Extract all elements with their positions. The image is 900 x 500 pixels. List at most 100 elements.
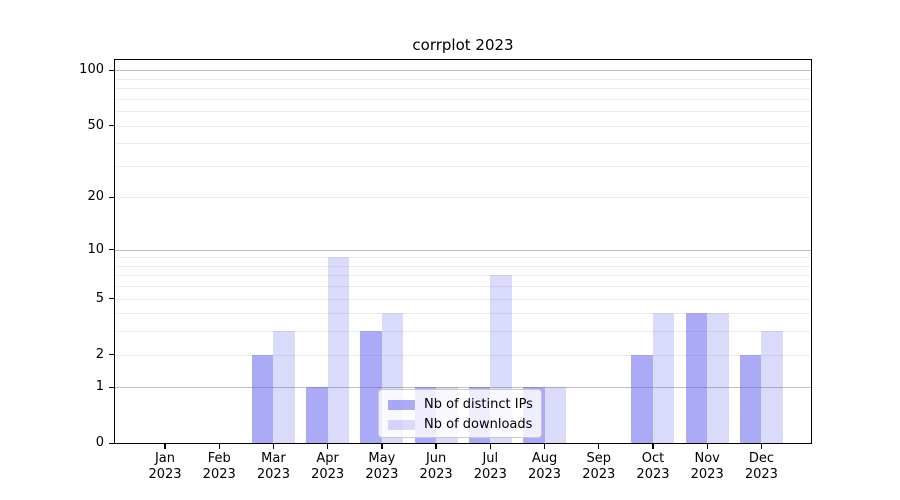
legend-label-distinct-ips: Nb of distinct IPs <box>424 397 533 412</box>
gridline-minor <box>114 78 812 80</box>
gridline-minor <box>114 88 812 90</box>
gridline-minor <box>114 98 812 100</box>
y-tick-mark <box>109 442 114 444</box>
x-tick-year: 2023 <box>690 466 724 482</box>
y-tick-mark <box>109 353 114 356</box>
y-tick-label: 50 <box>87 117 104 133</box>
x-tick-label: Nov 2023 <box>677 451 737 482</box>
x-tick-year: 2023 <box>527 466 562 482</box>
gridline-major <box>114 249 812 251</box>
y-tick-mark <box>109 125 114 127</box>
bar-downloads-oct <box>652 313 675 444</box>
gridline-minor <box>114 275 812 277</box>
x-tick-year: 2023 <box>365 466 399 482</box>
y-tick-label: 5 <box>95 290 104 306</box>
gridline-labeled <box>114 125 812 127</box>
bar-downloads-mar <box>273 331 295 444</box>
legend-entry-distinct-ips: Nb of distinct IPs <box>388 395 541 415</box>
bar-distinct-ips-mar <box>251 354 274 444</box>
x-tick-label: Jan 2023 <box>135 451 195 482</box>
x-tick-mark <box>543 443 546 449</box>
bar-distinct-ips-dec <box>739 354 762 444</box>
x-tick-year: 2023 <box>744 466 778 482</box>
chart-title: corrplot 2023 <box>412 36 514 54</box>
x-tick-mark <box>272 443 275 449</box>
x-tick-label: Sep 2023 <box>569 451 629 482</box>
gridline-minor <box>114 286 812 288</box>
y-tick-mark <box>109 196 114 198</box>
y-tick-mark <box>109 297 114 300</box>
x-tick-mark <box>381 443 383 449</box>
gridline-minor <box>114 331 812 333</box>
bar-downloads-dec <box>761 331 783 444</box>
gridline-minor <box>114 111 812 113</box>
x-tick-label: Oct 2023 <box>623 451 683 482</box>
x-tick-mark <box>760 443 763 449</box>
x-tick-year: 2023 <box>148 466 182 482</box>
x-tick-label: Jul 2023 <box>460 451 520 482</box>
y-tick-label: 20 <box>87 189 104 205</box>
bar-downloads-apr <box>327 257 350 444</box>
x-tick-year: 2023 <box>202 466 236 482</box>
x-tick-month: May <box>368 451 396 466</box>
x-tick-month: Nov <box>694 451 720 466</box>
gridline-minor <box>114 257 812 259</box>
x-tick-mark <box>435 443 437 449</box>
gridline-minor <box>114 165 812 167</box>
gridline-labeled <box>114 298 812 300</box>
x-tick-label: Feb 2023 <box>189 451 249 482</box>
x-tick-mark <box>164 443 166 449</box>
x-tick-mark <box>598 443 600 449</box>
x-tick-mark <box>327 443 329 449</box>
x-tick-year: 2023 <box>473 466 507 482</box>
gridline-labeled <box>114 197 812 199</box>
x-tick-label: Dec 2023 <box>731 451 791 482</box>
x-tick-mark <box>706 443 708 449</box>
x-tick-month: Feb <box>207 451 231 466</box>
y-tick-label: 2 <box>95 346 104 362</box>
y-tick-mark <box>109 248 114 251</box>
legend-label-downloads: Nb of downloads <box>424 417 533 432</box>
gridline-labeled <box>114 354 812 356</box>
plot-area <box>114 59 812 444</box>
y-tick-label: 10 <box>87 241 104 257</box>
x-tick-month: Jun <box>425 451 447 466</box>
bar-distinct-ips-nov <box>685 313 708 444</box>
y-tick-label: 1 <box>95 379 104 395</box>
x-tick-label: Aug 2023 <box>515 451 575 482</box>
x-tick-month: Sep <box>586 451 611 466</box>
bar-distinct-ips-may <box>360 331 382 444</box>
bar-distinct-ips-oct <box>631 354 653 444</box>
bar-downloads-nov <box>707 313 729 444</box>
legend-entry-downloads: Nb of downloads <box>388 415 541 435</box>
gridline-minor <box>114 265 812 267</box>
x-tick-label: May 2023 <box>352 451 412 482</box>
y-tick-mark <box>109 69 114 72</box>
bar-distinct-ips-apr <box>306 387 328 444</box>
y-tick-label: 100 <box>79 62 104 78</box>
x-tick-mark <box>218 443 220 449</box>
x-tick-month: Apr <box>316 451 339 466</box>
x-tick-month: Dec <box>748 451 774 466</box>
legend-swatch-downloads <box>388 420 415 430</box>
legend-swatch-distinct-ips <box>388 400 415 410</box>
x-tick-year: 2023 <box>311 466 345 482</box>
x-tick-label: Jun 2023 <box>406 451 466 482</box>
y-tick-label: 0 <box>95 435 104 451</box>
x-tick-month: Jan <box>154 451 176 466</box>
x-tick-month: Jul <box>482 451 499 466</box>
x-tick-label: Apr 2023 <box>298 451 358 482</box>
x-tick-month: Mar <box>261 451 286 466</box>
x-tick-month: Aug <box>531 451 558 466</box>
x-tick-year: 2023 <box>582 466 616 482</box>
gridline-minor <box>114 143 812 145</box>
bar-downloads-aug <box>544 387 567 444</box>
x-tick-year: 2023 <box>636 466 670 482</box>
gridline-major <box>114 387 812 389</box>
x-tick-mark <box>489 443 491 449</box>
x-tick-mark <box>652 443 654 449</box>
x-tick-year: 2023 <box>419 466 453 482</box>
x-tick-year: 2023 <box>256 466 290 482</box>
x-tick-month: Oct <box>641 451 665 466</box>
